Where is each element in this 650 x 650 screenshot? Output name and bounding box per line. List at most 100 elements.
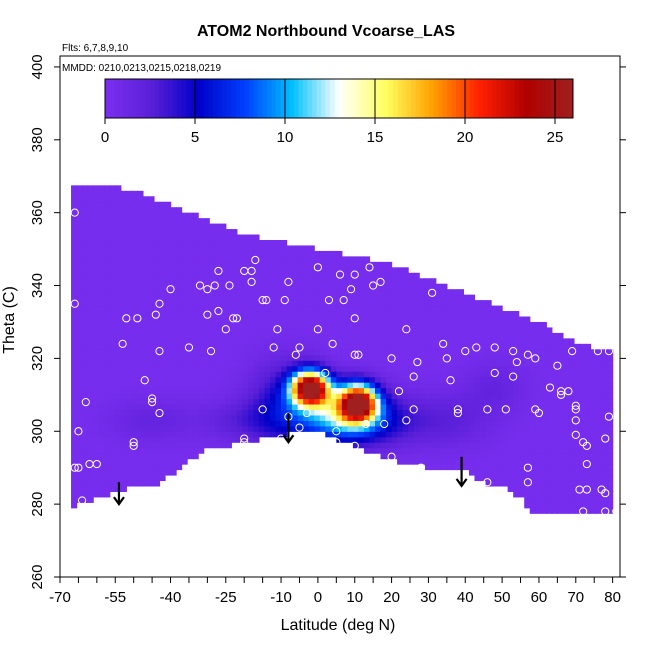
- heatmap-cell: [115, 343, 122, 350]
- heatmap-cell: [275, 343, 282, 350]
- heatmap-cell: [115, 250, 122, 257]
- heatmap-cell: [203, 343, 210, 350]
- heatmap-cell: [468, 349, 476, 356]
- heatmap-cell: [568, 338, 575, 345]
- observation-point: [394, 387, 404, 396]
- heatmap-cell: [391, 436, 398, 443]
- heatmap-cell: [253, 250, 260, 257]
- heatmap-cell: [341, 349, 348, 356]
- heatmap-cell: [170, 343, 177, 350]
- heatmap-cell: [165, 267, 172, 274]
- heatmap-cell: [142, 267, 150, 274]
- heatmap-cell: [430, 420, 437, 427]
- heatmap-cell: [303, 414, 310, 421]
- heatmap-cell: [562, 480, 570, 487]
- heatmap-cell: [214, 311, 221, 318]
- heatmap-cell: [281, 414, 288, 421]
- heatmap-cell: [231, 316, 238, 323]
- heatmap-cell: [181, 332, 188, 339]
- heatmap-cell: [214, 376, 221, 383]
- heatmap-cell: [93, 300, 100, 307]
- heatmap-cell: [607, 425, 614, 432]
- heatmap-cell: [507, 425, 514, 432]
- heatmap-cell: [270, 305, 277, 312]
- heatmap-cell: [275, 283, 282, 290]
- heatmap-cell: [159, 387, 166, 394]
- heatmap-cell: [347, 321, 354, 329]
- heatmap-cell: [507, 332, 514, 339]
- heatmap-cell: [176, 234, 183, 241]
- heatmap-cell: [82, 294, 89, 301]
- heatmap-cell: [148, 431, 155, 438]
- heatmap-cell: [596, 436, 603, 443]
- heatmap-cell: [562, 436, 570, 443]
- heatmap-cell: [485, 420, 492, 427]
- heatmap-cell: [176, 436, 183, 443]
- heatmap-cell: [568, 474, 575, 482]
- observation-point: [214, 266, 223, 276]
- heatmap-cell: [104, 491, 111, 498]
- heatmap-cell: [524, 327, 531, 334]
- heatmap-cell: [176, 420, 183, 427]
- heatmap-cell: [446, 376, 453, 383]
- heatmap-cell: [170, 294, 177, 301]
- heatmap-cell: [496, 376, 503, 383]
- heatmap-cell: [87, 458, 94, 465]
- heatmap-cell: [126, 480, 133, 487]
- heatmap-cell: [485, 332, 492, 339]
- heatmap-cell: [192, 267, 199, 274]
- heatmap-cell: [115, 305, 122, 312]
- heatmap-cell: [82, 464, 89, 471]
- heatmap-cell: [82, 398, 89, 405]
- heatmap-cell: [270, 425, 277, 432]
- heatmap-cell: [236, 283, 243, 290]
- heatmap-cell: [109, 431, 116, 438]
- heatmap-cell: [71, 458, 78, 465]
- heatmap-cell: [546, 453, 553, 460]
- heatmap-cell: [270, 250, 277, 257]
- heatmap-cell: [347, 300, 354, 307]
- heatmap-cell: [98, 425, 105, 432]
- heatmap-cell: [159, 267, 166, 274]
- heatmap-cell: [507, 365, 514, 372]
- heatmap-cell: [115, 229, 122, 236]
- heatmap-cell: [590, 485, 597, 492]
- heatmap-cell: [270, 327, 277, 334]
- heatmap-cell: [358, 294, 365, 301]
- heatmap-cell: [275, 239, 282, 247]
- observation-point: [512, 357, 521, 367]
- heatmap-cell: [314, 376, 321, 383]
- heatmap-cell: [281, 403, 288, 411]
- heatmap-cell: [402, 354, 409, 361]
- heatmap-cell: [181, 278, 188, 285]
- heatmap-cell: [573, 431, 581, 438]
- heatmap-cell: [181, 338, 188, 345]
- heatmap-cell: [369, 387, 376, 394]
- heatmap-cell: [292, 338, 299, 345]
- heatmap-cell: [286, 283, 293, 290]
- heatmap-cell: [247, 431, 255, 438]
- heatmap-cell: [358, 316, 365, 323]
- heatmap-cell: [270, 267, 277, 274]
- heatmap-cell: [573, 376, 581, 383]
- heatmap-cell: [402, 382, 409, 389]
- heatmap-cell: [170, 229, 177, 236]
- heatmap-cell: [303, 278, 310, 285]
- heatmap-cell: [214, 278, 221, 285]
- heatmap-cell: [176, 442, 183, 449]
- heatmap-cell: [225, 234, 232, 241]
- heatmap-cell: [82, 201, 89, 208]
- heatmap-cell: [76, 469, 83, 476]
- heatmap-cell: [568, 398, 575, 405]
- heatmap-cell: [98, 229, 105, 236]
- colorbar-segment: [127, 79, 133, 118]
- heatmap-cell: [187, 212, 194, 219]
- heatmap-cell: [314, 349, 321, 356]
- heatmap-cell: [491, 327, 498, 334]
- observation-point: [335, 270, 345, 279]
- heatmap-cell: [579, 420, 586, 427]
- heatmap-cell: [76, 453, 83, 460]
- heatmap-cell: [496, 414, 503, 421]
- colorbar-segment: [244, 79, 250, 118]
- heatmap-cell: [115, 239, 122, 247]
